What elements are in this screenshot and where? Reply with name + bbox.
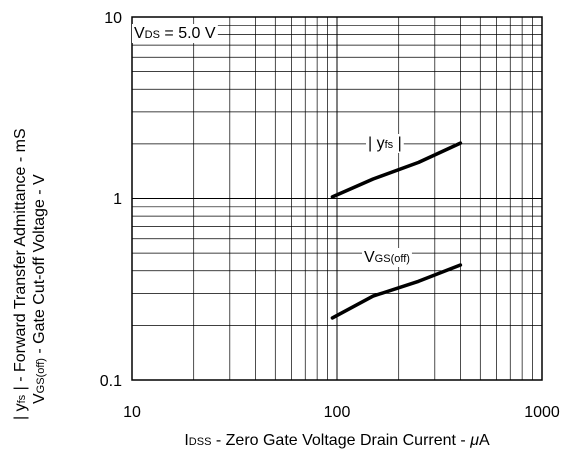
- x-tick-label: 1000: [524, 404, 560, 421]
- series-label-vgsoff: VGS(off): [364, 249, 410, 266]
- curves: [330, 141, 463, 320]
- y-tick-label: 1: [113, 191, 122, 208]
- condition-label: VDS = 5.0 V: [134, 25, 216, 42]
- x-axis-title: IDSS - Zero Gate Voltage Drain Current -…: [184, 432, 490, 449]
- y-axis-title-line1: | yfs | - Forward Transfer Admittance - …: [12, 128, 29, 420]
- y-tick-label: 0.1: [100, 373, 122, 390]
- y-axis-title-line2: VGS(off) - Gate Cut-off Voltage - V: [31, 174, 48, 404]
- condition-label-bg: [132, 24, 218, 43]
- plot-frame: [131, 16, 543, 381]
- x-tick-label: 10: [123, 404, 141, 421]
- series-label-bg-vgsoff: [362, 248, 412, 267]
- vgsoff-curve: [330, 263, 463, 320]
- series-label-yfs: | yfs |: [368, 135, 402, 152]
- series-label-bg-yfs: [366, 134, 404, 153]
- x-tick-label: 100: [324, 404, 351, 421]
- y-tick-label: 10: [104, 10, 122, 27]
- yfs-curve: [330, 141, 463, 199]
- grid-lines: [132, 17, 542, 380]
